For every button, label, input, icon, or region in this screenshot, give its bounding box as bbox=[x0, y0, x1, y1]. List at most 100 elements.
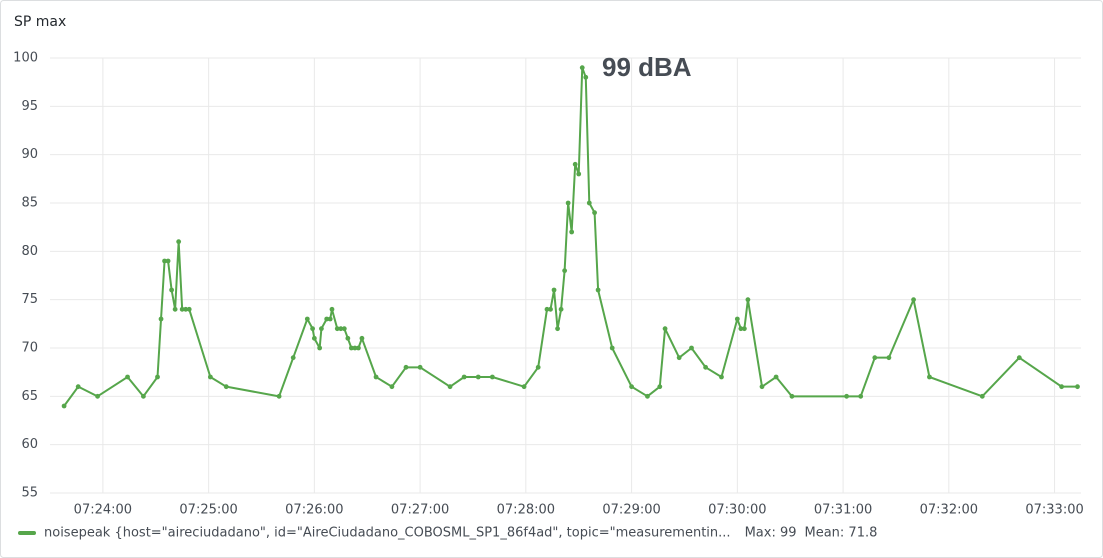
y-tick-label: 100 bbox=[13, 51, 38, 66]
data-point bbox=[95, 393, 100, 399]
data-point bbox=[319, 326, 324, 332]
data-point bbox=[327, 316, 333, 322]
data-point bbox=[844, 393, 850, 399]
data-point bbox=[558, 306, 564, 312]
data-point bbox=[125, 374, 130, 380]
data-point bbox=[911, 297, 916, 303]
data-point bbox=[461, 374, 467, 380]
data-point bbox=[738, 326, 744, 332]
legend-label: noisepeak {host="aireciudadano", id="Air… bbox=[44, 526, 731, 541]
data-point bbox=[595, 287, 601, 293]
data-point bbox=[734, 316, 740, 322]
x-tick-label: 07:25:00 bbox=[179, 503, 237, 518]
data-point bbox=[676, 355, 682, 361]
data-point bbox=[858, 393, 864, 399]
data-point bbox=[489, 374, 495, 380]
x-tick-label: 07:27:00 bbox=[391, 503, 449, 518]
data-point bbox=[417, 364, 423, 370]
data-point bbox=[207, 374, 213, 380]
data-point bbox=[356, 345, 361, 351]
data-point bbox=[886, 355, 892, 361]
data-point bbox=[186, 306, 192, 312]
y-tick-label: 60 bbox=[21, 437, 38, 452]
data-point bbox=[535, 364, 541, 370]
data-point bbox=[324, 316, 330, 322]
data-point bbox=[290, 355, 296, 361]
data-point bbox=[927, 374, 932, 380]
data-point bbox=[155, 374, 160, 380]
data-point bbox=[562, 268, 568, 274]
data-point bbox=[141, 393, 146, 399]
data-point bbox=[317, 345, 323, 351]
data-point bbox=[555, 326, 560, 332]
data-point bbox=[645, 393, 650, 399]
data-point bbox=[759, 384, 765, 390]
data-point bbox=[741, 326, 747, 332]
data-point bbox=[447, 384, 453, 390]
data-point bbox=[165, 258, 171, 264]
data-point bbox=[1016, 355, 1022, 361]
data-point bbox=[719, 374, 724, 380]
data-point bbox=[310, 326, 315, 332]
data-point bbox=[872, 355, 878, 361]
data-point bbox=[475, 374, 481, 380]
data-point bbox=[75, 384, 81, 390]
data-point bbox=[352, 345, 358, 351]
data-point bbox=[304, 316, 310, 322]
data-point bbox=[61, 403, 67, 409]
y-tick-label: 65 bbox=[21, 389, 38, 404]
data-point bbox=[745, 297, 751, 303]
data-point bbox=[183, 306, 189, 312]
y-tick-label: 85 bbox=[21, 196, 38, 211]
data-point bbox=[162, 258, 167, 264]
x-tick-label: 07:32:00 bbox=[920, 503, 978, 518]
data-point bbox=[223, 384, 229, 390]
x-tick-label: 07:24:00 bbox=[74, 503, 132, 518]
legend-stat: Mean: 71.8 bbox=[805, 526, 878, 541]
data-point bbox=[1075, 384, 1080, 390]
x-tick-label: 07:29:00 bbox=[602, 503, 660, 518]
data-point bbox=[572, 161, 578, 167]
data-point bbox=[169, 287, 175, 293]
y-tick-label: 55 bbox=[21, 486, 38, 501]
data-point bbox=[311, 335, 317, 341]
data-point bbox=[403, 364, 409, 370]
x-tick-label: 07:28:00 bbox=[497, 503, 555, 518]
data-point bbox=[176, 239, 182, 245]
x-tick-label: 07:30:00 bbox=[708, 503, 766, 518]
y-tick-label: 80 bbox=[21, 244, 38, 259]
data-point bbox=[662, 326, 668, 332]
data-point bbox=[359, 335, 365, 341]
data-point bbox=[544, 306, 550, 312]
data-point bbox=[551, 287, 557, 293]
data-point bbox=[373, 374, 379, 380]
data-point bbox=[586, 200, 592, 206]
data-point bbox=[334, 326, 340, 332]
data-point bbox=[576, 171, 582, 177]
panel-title: SP max bbox=[14, 14, 66, 30]
x-tick-label: 07:33:00 bbox=[1025, 503, 1083, 518]
data-point bbox=[689, 345, 694, 351]
data-point bbox=[389, 384, 395, 390]
data-point bbox=[657, 384, 663, 390]
legend-stat: Max: 99 bbox=[745, 526, 797, 541]
data-point bbox=[338, 326, 344, 332]
data-point bbox=[521, 384, 527, 390]
data-point bbox=[583, 74, 589, 80]
data-point bbox=[773, 374, 779, 380]
data-point bbox=[569, 229, 575, 235]
data-point bbox=[179, 306, 185, 312]
x-tick-label: 07:26:00 bbox=[285, 503, 343, 518]
x-tick-label: 07:31:00 bbox=[814, 503, 872, 518]
data-point bbox=[345, 335, 351, 341]
data-point bbox=[789, 393, 795, 399]
data-point bbox=[592, 210, 597, 216]
data-point bbox=[548, 306, 553, 312]
y-tick-label: 95 bbox=[21, 99, 38, 114]
data-point bbox=[565, 200, 571, 206]
data-point bbox=[629, 384, 634, 390]
y-tick-label: 70 bbox=[21, 341, 38, 356]
